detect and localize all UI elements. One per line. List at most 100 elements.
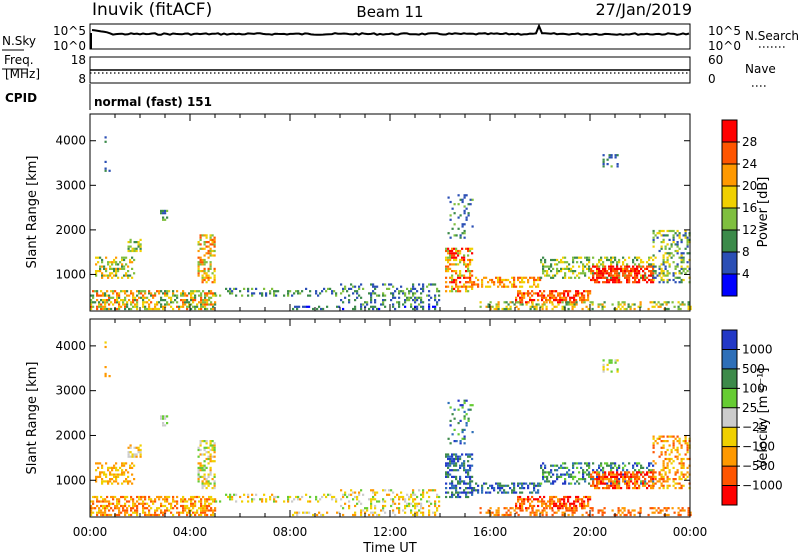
data-cell xyxy=(664,274,667,277)
data-cell xyxy=(346,290,349,293)
noise-left-tick-bottom: 10^0 xyxy=(53,39,86,53)
data-cell xyxy=(451,252,454,255)
data-cell xyxy=(550,475,553,478)
data-cell xyxy=(642,274,645,277)
data-cell xyxy=(451,263,454,266)
data-cell xyxy=(178,513,181,517)
data-cell xyxy=(261,498,264,501)
data-cell xyxy=(445,276,448,279)
data-cell xyxy=(495,303,498,306)
data-cell xyxy=(136,303,139,306)
data-cell xyxy=(211,254,214,257)
data-cell xyxy=(372,307,375,311)
data-cell xyxy=(619,303,622,306)
data-cell xyxy=(614,484,617,487)
data-cell xyxy=(648,480,651,483)
data-cell xyxy=(104,294,107,297)
data-cell xyxy=(95,462,98,465)
data-cell xyxy=(92,294,95,297)
data-cell xyxy=(127,276,130,279)
data-cell xyxy=(558,475,561,478)
data-cell xyxy=(587,299,590,302)
data-cell xyxy=(90,509,93,512)
data-cell xyxy=(449,256,452,259)
data-cell xyxy=(531,294,534,297)
data-cell xyxy=(199,236,202,239)
data-cell xyxy=(471,258,474,262)
data-cell xyxy=(109,267,112,270)
data-cell xyxy=(544,464,547,467)
data-cell xyxy=(160,303,163,306)
data-cell xyxy=(540,258,543,262)
data-cell xyxy=(335,294,338,297)
data-cell xyxy=(660,451,663,454)
data-cell xyxy=(503,491,506,494)
data-cell xyxy=(99,265,102,268)
data-cell xyxy=(626,278,629,282)
data-cell xyxy=(418,296,421,299)
data-cell xyxy=(354,307,357,311)
data-cell xyxy=(131,473,134,476)
data-cell xyxy=(463,276,466,279)
data-cell xyxy=(275,294,278,297)
data-cell xyxy=(162,415,165,418)
data-cell xyxy=(648,258,651,262)
data-cell xyxy=(678,440,681,443)
data-cell xyxy=(687,307,690,311)
data-cell xyxy=(368,498,371,501)
data-cell xyxy=(583,502,586,505)
data-cell xyxy=(565,504,568,508)
data-cell xyxy=(672,478,675,481)
data-cell xyxy=(680,272,683,275)
data-cell xyxy=(122,504,125,508)
data-cell xyxy=(469,270,472,273)
data-cell xyxy=(674,487,677,490)
data-cell xyxy=(576,256,579,259)
data-cell xyxy=(597,509,600,512)
data-cell xyxy=(586,256,589,259)
data-cell xyxy=(199,475,202,478)
data-cell xyxy=(420,511,423,514)
data-cell xyxy=(128,307,131,311)
data-cell xyxy=(115,469,118,472)
data-cell xyxy=(463,254,466,257)
data-cell xyxy=(650,265,653,268)
data-cell xyxy=(247,294,250,297)
data-cell xyxy=(156,303,159,306)
data-cell xyxy=(202,507,205,510)
data-cell xyxy=(108,296,111,299)
data-cell xyxy=(410,511,413,514)
data-cell xyxy=(451,484,454,487)
data-cell xyxy=(360,509,363,512)
data-cell xyxy=(587,502,590,505)
data-cell xyxy=(447,455,450,458)
data-cell xyxy=(192,290,195,293)
data-cell xyxy=(172,507,175,510)
data-cell xyxy=(340,299,343,302)
data-cell xyxy=(678,247,681,250)
data-cell xyxy=(543,500,546,503)
data-cell xyxy=(213,267,216,270)
data-cell xyxy=(588,261,591,264)
data-cell xyxy=(638,487,641,490)
data-cell xyxy=(666,480,669,483)
data-cell xyxy=(293,292,296,295)
data-cell xyxy=(205,440,208,443)
data-cell xyxy=(104,169,107,172)
data-cell xyxy=(469,258,472,262)
data-cell xyxy=(529,502,532,505)
data-cell xyxy=(650,484,653,487)
data-cell xyxy=(664,473,667,476)
data-cell xyxy=(579,292,582,295)
data-cell xyxy=(219,500,222,503)
data-cell xyxy=(428,283,431,286)
data-cell xyxy=(304,511,307,514)
data-cell xyxy=(255,493,258,496)
data-cell xyxy=(360,511,363,514)
data-cell xyxy=(564,256,567,259)
data-cell xyxy=(358,493,361,496)
data-cell xyxy=(198,290,201,293)
data-cell xyxy=(354,504,357,508)
data-cell xyxy=(451,254,454,257)
data-cell xyxy=(545,507,548,510)
